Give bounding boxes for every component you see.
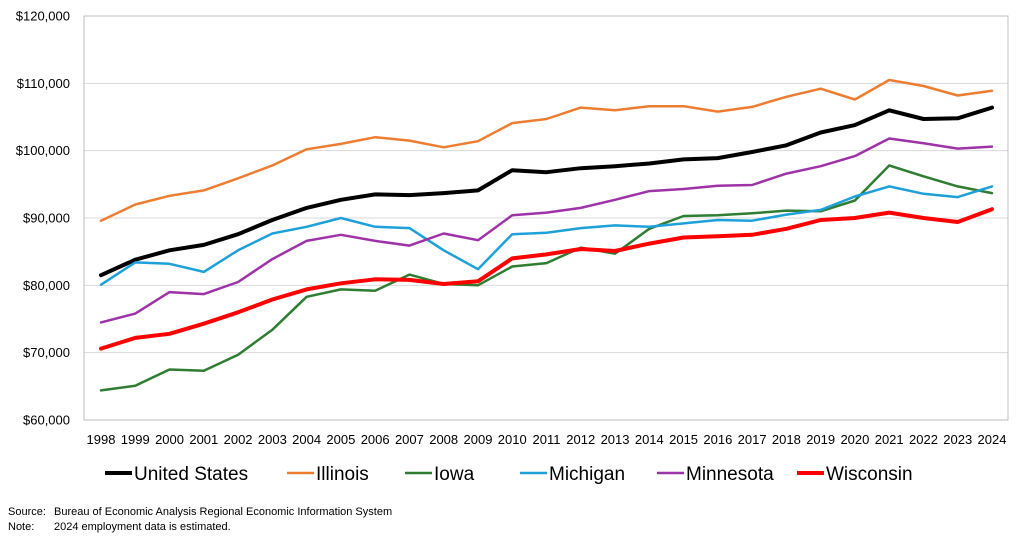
line-chart: $60,000 $70,000 $80,000 $90,000 $100,000 $110… [16, 9, 1009, 485]
gridlines [83, 15, 1009, 421]
x-tick-label: 2010 [498, 432, 527, 447]
note-text: 2024 employment data is estimated. [54, 521, 231, 533]
x-tick-label: 2022 [909, 432, 938, 447]
x-tick-label: 2004 [292, 432, 321, 447]
x-tick-label: 2023 [943, 432, 972, 447]
series-line-wisconsin [99, 207, 994, 351]
x-tick-label: 2006 [361, 432, 390, 447]
x-tick-label: 1999 [121, 432, 150, 447]
x-tick-label: 2009 [464, 432, 493, 447]
y-tick-label: $110,000 [17, 76, 70, 91]
series-line-michigan [99, 185, 994, 286]
source-note: Source: Bureau of Economic Analysis Regio… [8, 505, 392, 520]
x-tick-label: 2001 [189, 432, 218, 447]
x-tick-label: 2013 [601, 432, 630, 447]
footnotes: Source: Bureau of Economic Analysis Regio… [8, 505, 392, 535]
plot-frame [83, 15, 1009, 421]
legend-label-united-states: United States [134, 464, 248, 485]
y-axis-ticks: $60,000 $70,000 $80,000 $90,000 $100,000 $110… [16, 9, 70, 428]
x-tick-label: 2024 [978, 432, 1007, 447]
y-tick-label: $80,000 [23, 278, 70, 293]
x-tick-label: 2014 [635, 432, 664, 447]
series-line-illinois [99, 78, 994, 222]
legend: United States Illinois Iowa Michigan Minneso… [105, 464, 913, 485]
legend-label-wisconsin: Wisconsin [826, 464, 913, 485]
x-tick-label: 2016 [703, 432, 732, 447]
legend-label-iowa: Iowa [434, 464, 475, 485]
y-tick-label: $100,000 [16, 143, 70, 158]
x-tick-label: 2003 [258, 432, 287, 447]
x-tick-label: 2017 [738, 432, 767, 447]
x-tick-label: 2000 [155, 432, 184, 447]
series-lines [99, 78, 994, 392]
x-tick-label: 1998 [87, 432, 116, 447]
y-tick-label: $120,000 [16, 9, 70, 24]
legend-label-illinois: Illinois [316, 464, 369, 485]
legend-label-michigan: Michigan [549, 464, 625, 485]
x-tick-label: 2020 [840, 432, 869, 447]
x-axis-ticks: 1998 1999 2000 2001 2002 2003 2004 2005 2006 2007… [87, 432, 1007, 447]
x-tick-label: 2007 [395, 432, 424, 447]
x-tick-label: 2019 [806, 432, 835, 447]
estimate-note: Note: 2024 employment data is estimated. [8, 520, 392, 535]
x-tick-label: 2002 [224, 432, 253, 447]
x-tick-label: 2011 [533, 432, 561, 447]
source-key: Source: [8, 506, 46, 518]
x-tick-label: 2021 [875, 432, 904, 447]
x-tick-label: 2005 [326, 432, 355, 447]
legend-label-minnesota: Minnesota [686, 464, 774, 485]
series-line-minnesota [99, 137, 994, 324]
series-line-iowa [99, 164, 994, 392]
x-tick-label: 2018 [772, 432, 801, 447]
x-tick-label: 2015 [669, 432, 698, 447]
source-text: Bureau of Economic Analysis Regional Eco… [54, 506, 393, 518]
x-tick-label: 2012 [566, 432, 595, 447]
x-tick-label: 2008 [429, 432, 458, 447]
note-key: Note: [8, 521, 35, 533]
y-tick-label: $60,000 [23, 413, 70, 428]
y-tick-label: $90,000 [23, 211, 70, 226]
y-tick-label: $70,000 [23, 345, 70, 360]
series-line-united-states [99, 105, 994, 278]
